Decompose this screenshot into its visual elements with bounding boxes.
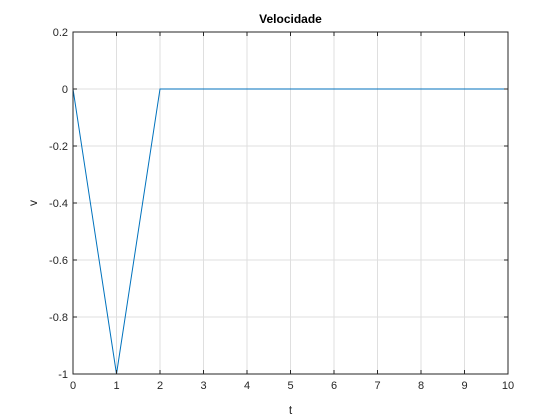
- y-tick-label: -0.8: [49, 312, 68, 324]
- x-tick-label: 2: [157, 380, 163, 392]
- y-tick-label: -1: [58, 369, 68, 381]
- x-tick-label: 9: [461, 380, 467, 392]
- x-tick-label: 5: [287, 380, 293, 392]
- x-tick-label: 1: [113, 380, 119, 392]
- x-tick-label: 4: [244, 380, 250, 392]
- tick-labels: 0 1 2 3 4 5 6 7 8 9 10 0.2 0 -0.2 -0.4 -0.6 -0.8 -1: [49, 27, 514, 392]
- velocity-series-line: [72, 88, 508, 375]
- y-tick-label: -0.2: [49, 141, 68, 153]
- x-tick-label: 7: [374, 380, 380, 392]
- y-tick-label: 0.2: [53, 27, 68, 39]
- y-tick-label: 0: [62, 84, 68, 96]
- ticks: [72, 31, 509, 375]
- y-tick-label: -0.6: [49, 255, 68, 267]
- x-tick-label: 10: [502, 380, 514, 392]
- x-tick-label: 6: [331, 380, 337, 392]
- x-axis-label: t: [289, 403, 293, 417]
- x-tick-label: 8: [418, 380, 424, 392]
- x-tick-label: 0: [70, 380, 76, 392]
- y-tick-label: -0.4: [49, 198, 68, 210]
- chart-title: Velocidade: [259, 12, 322, 26]
- y-axis-label: v: [26, 200, 40, 206]
- series-layer: [72, 88, 508, 375]
- x-tick-label: 3: [200, 380, 206, 392]
